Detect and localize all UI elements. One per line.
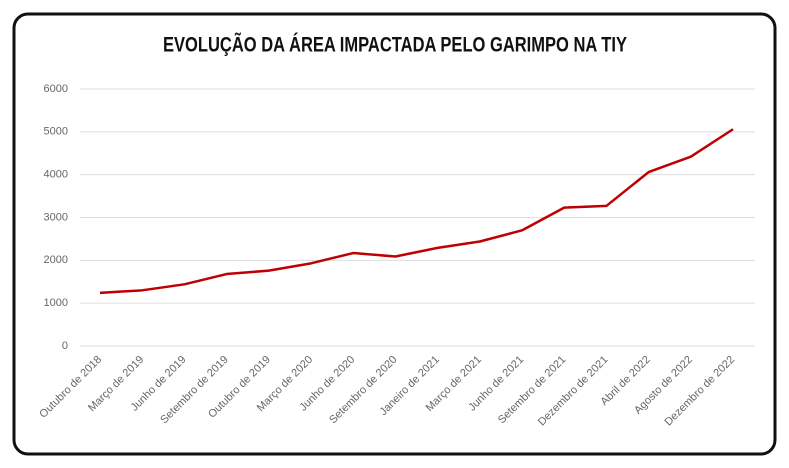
data-line — [99, 128, 734, 295]
frame — [12, 12, 777, 456]
y-tick-label: 4000 — [44, 169, 68, 181]
y-tick-label: 1000 — [44, 297, 68, 309]
y-tick-label: 6000 — [44, 83, 68, 95]
y-tick-label: 2000 — [44, 254, 68, 266]
y-tick-label: 3000 — [44, 211, 68, 223]
chart-title: EVOLUÇÃO DA ÁREA IMPACTADA PELO GARIMPO … — [163, 34, 627, 57]
y-tick-label: 0 — [62, 340, 68, 352]
y-tick-label: 5000 — [44, 126, 68, 138]
